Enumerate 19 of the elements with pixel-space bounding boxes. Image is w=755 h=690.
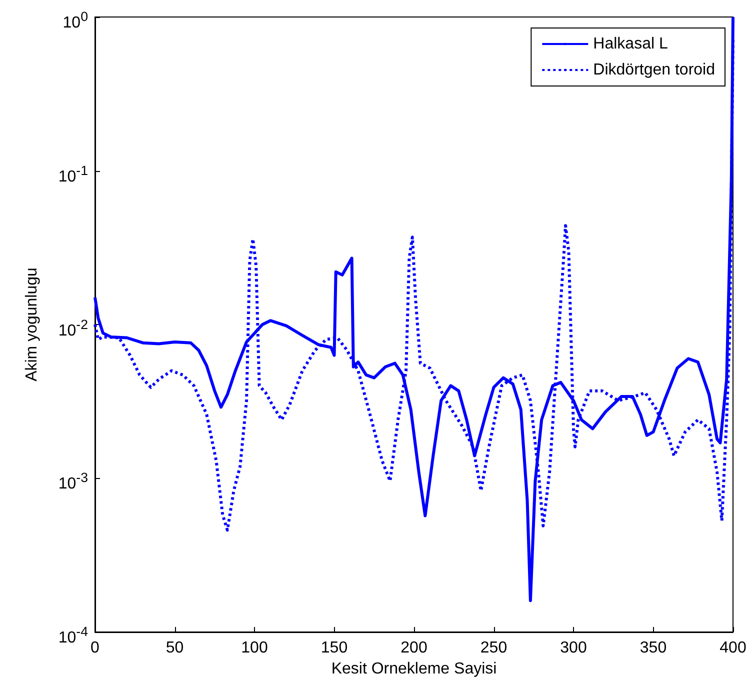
x-tick-label: 150 xyxy=(320,640,348,656)
x-tick-label: 200 xyxy=(400,640,428,656)
x-axis-title: Kesit Ornekleme Sayisi xyxy=(331,660,497,678)
x-tick-label: 50 xyxy=(166,640,184,656)
x-tick-label: 400 xyxy=(720,640,746,656)
x-tick-label: 250 xyxy=(480,640,508,656)
y-tick-label: 10$^{-4}$ xyxy=(58,623,88,648)
legend-label: Dikdörtgen toroid xyxy=(593,62,715,78)
x-tick-label: 350 xyxy=(640,640,667,656)
legend-label: Halkasal L xyxy=(593,36,668,52)
y-tick-label: 10$^{-3}$ xyxy=(58,469,88,495)
y-tick-label: 10$^{0}$ xyxy=(62,8,88,34)
x-tick-label: 0 xyxy=(90,640,100,656)
y-axis-title: Akim yogunlugu xyxy=(24,268,40,382)
y-tick-label: 10$^{-2}$ xyxy=(58,316,88,341)
x-tick-label: 100 xyxy=(241,640,268,656)
y-tick-label: 10$^{-1}$ xyxy=(58,162,88,188)
x-tick-label: 300 xyxy=(560,640,587,656)
line-series xyxy=(94,16,734,602)
